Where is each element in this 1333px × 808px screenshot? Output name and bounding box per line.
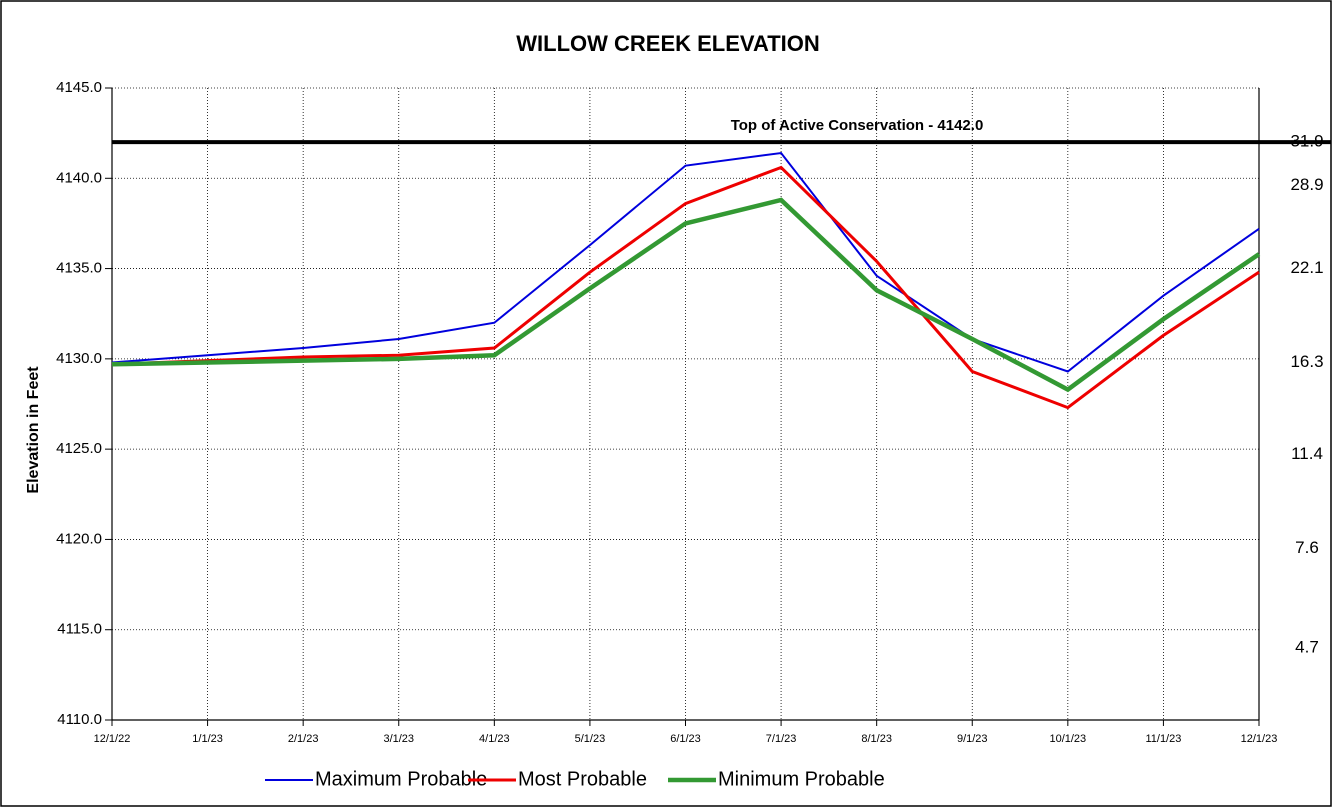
storage-label: 4.7 xyxy=(1295,637,1319,656)
x-tick-label: 6/1/23 xyxy=(670,733,701,745)
y-tick-label: 4135.0 xyxy=(56,260,102,277)
x-tick-label: 11/1/23 xyxy=(1145,733,1181,745)
y-axis-label: Elevation in Feet xyxy=(25,366,42,494)
storage-label: 11.4 xyxy=(1291,444,1323,463)
legend-label: Minimum Probable xyxy=(718,768,885,790)
y-tick-label: 4125.0 xyxy=(56,440,102,457)
storage-label: 28.9 xyxy=(1290,175,1323,194)
x-tick-label: 2/1/23 xyxy=(288,733,319,745)
x-tick-label: 12/1/22 xyxy=(94,733,131,745)
x-tick-label: 4/1/23 xyxy=(479,733,510,745)
y-tick-label: 4145.0 xyxy=(56,79,102,96)
series-line xyxy=(111,165,1260,410)
y-tick-label: 4120.0 xyxy=(56,530,102,547)
x-tick-label: 10/1/23 xyxy=(1049,733,1086,745)
storage-label: 16.3 xyxy=(1290,352,1323,371)
legend-label: Most Probable xyxy=(518,768,647,790)
x-tick-label: 8/1/23 xyxy=(861,733,892,745)
y-tick-label: 4115.0 xyxy=(57,621,102,638)
x-tick-label: 12/1/23 xyxy=(1241,733,1278,745)
legend-label: Maximum Probable xyxy=(315,768,487,790)
y-tick-label: 4130.0 xyxy=(56,350,102,367)
x-tick-label: 7/1/23 xyxy=(766,733,797,745)
storage-label: 22.1 xyxy=(1290,258,1323,277)
chart-title: WILLOW CREEK ELEVATION xyxy=(516,31,820,56)
y-tick-label: 4140.0 xyxy=(56,169,102,186)
series-line xyxy=(111,197,1261,393)
x-tick-label: 9/1/23 xyxy=(957,733,988,745)
storage-label: 7.6 xyxy=(1295,538,1319,557)
x-tick-label: 3/1/23 xyxy=(383,733,414,745)
series-line xyxy=(111,151,1260,373)
x-tick-label: 1/1/23 xyxy=(192,733,223,745)
x-tick-label: 5/1/23 xyxy=(575,733,606,745)
y-tick-label: 4110.0 xyxy=(57,711,102,728)
reference-label: Top of Active Conservation - 4142.0 xyxy=(731,117,984,134)
